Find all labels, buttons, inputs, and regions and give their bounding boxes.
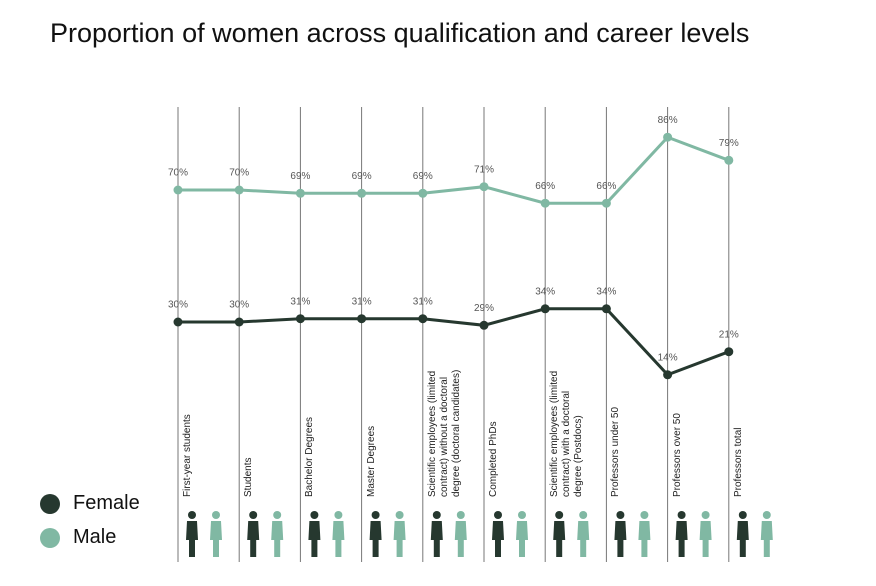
figure-head <box>310 511 319 519</box>
x-tick-label: Bachelor Degrees <box>304 416 316 497</box>
data-point <box>479 320 489 330</box>
figure-head <box>371 511 380 519</box>
figure-body <box>393 521 406 557</box>
data-point <box>540 198 550 208</box>
data-point <box>173 185 183 195</box>
figure-body <box>271 521 284 557</box>
data-label: 70% <box>229 168 249 179</box>
data-point <box>418 314 428 324</box>
data-label: 30% <box>168 300 188 311</box>
figure-body <box>553 521 566 557</box>
series-line <box>178 307 730 377</box>
data-point <box>601 198 611 208</box>
figure-body <box>614 521 627 557</box>
data-label: 31% <box>290 296 310 307</box>
data-label: 34% <box>596 286 616 297</box>
data-point <box>724 155 734 165</box>
figure-body <box>332 521 345 557</box>
data-label: 71% <box>474 164 494 175</box>
figure-head <box>494 511 502 519</box>
figure-body <box>247 521 260 557</box>
series-line <box>178 135 730 205</box>
data-label: 69% <box>352 171 372 182</box>
figure-body <box>492 521 504 557</box>
figure-body <box>760 521 773 557</box>
data-label: 31% <box>413 296 433 307</box>
figure-body <box>638 521 651 557</box>
figure-head <box>212 511 220 519</box>
figure-head <box>640 511 649 519</box>
figure-body <box>308 521 321 557</box>
figure-head <box>395 511 404 519</box>
figure-head <box>456 511 465 519</box>
data-point <box>234 185 244 195</box>
figure-head <box>677 511 686 519</box>
data-point <box>540 304 550 314</box>
x-tick-label: Professors total <box>732 427 744 497</box>
data-label: 69% <box>413 171 433 182</box>
data-label: 86% <box>658 115 678 126</box>
data-point <box>601 304 611 314</box>
data-label: 21% <box>719 329 739 340</box>
data-point <box>173 317 183 327</box>
data-point <box>663 370 673 380</box>
data-label: 29% <box>474 303 494 314</box>
data-label: 34% <box>535 286 555 297</box>
figure-head <box>738 511 747 519</box>
data-point <box>295 314 305 324</box>
data-label: 30% <box>229 300 249 311</box>
data-point <box>357 314 367 324</box>
figure-body <box>699 521 712 557</box>
figure-head <box>555 511 564 519</box>
figure-body <box>577 521 590 557</box>
figure-head <box>334 511 343 519</box>
figure-body <box>369 521 382 557</box>
data-label: 70% <box>168 168 188 179</box>
figure-head <box>249 511 258 519</box>
figure-body <box>430 521 443 557</box>
legend-marker <box>40 494 60 514</box>
data-label: 69% <box>290 171 310 182</box>
data-point <box>663 132 673 142</box>
data-label: 66% <box>596 181 616 192</box>
x-tick-label: Scientific employees (limited contract) … <box>426 369 462 497</box>
x-tick-label: Students <box>243 457 255 497</box>
data-label: 79% <box>719 138 739 149</box>
x-tick-label: Scientific employees (limited contract) … <box>549 370 585 497</box>
data-label: 14% <box>658 352 678 363</box>
x-tick-label: Master Degrees <box>365 425 377 497</box>
data-point <box>724 347 734 357</box>
figure-body <box>210 521 222 557</box>
data-point <box>357 188 367 198</box>
figure-head <box>579 511 588 519</box>
data-point <box>295 188 305 198</box>
data-point <box>479 182 489 192</box>
figure-body <box>736 521 749 557</box>
data-label: 66% <box>535 181 555 192</box>
legend-label: Male <box>73 526 117 548</box>
legend-marker <box>40 528 60 548</box>
x-tick-label: Professors over 50 <box>671 413 683 497</box>
figure-body <box>454 521 467 557</box>
figure-body <box>675 521 688 557</box>
x-tick-label: First-year students <box>182 414 193 497</box>
figure-head <box>432 511 441 519</box>
figure-body <box>186 521 198 557</box>
figure-head <box>273 511 282 519</box>
figure-head <box>616 511 625 519</box>
x-tick-label: Professors under 50 <box>610 406 622 497</box>
figure-head <box>188 511 196 519</box>
chart-title: Proportion of women across qualification… <box>50 18 750 48</box>
data-label: 31% <box>352 296 372 307</box>
data-point <box>418 188 428 198</box>
figure-head <box>701 511 710 519</box>
figure-body <box>516 521 528 557</box>
data-point <box>234 317 244 327</box>
figure-head <box>518 511 526 519</box>
x-tick-label: Completed PhDs <box>488 421 499 497</box>
figure-head <box>762 511 771 519</box>
legend-label: Female <box>73 492 140 514</box>
